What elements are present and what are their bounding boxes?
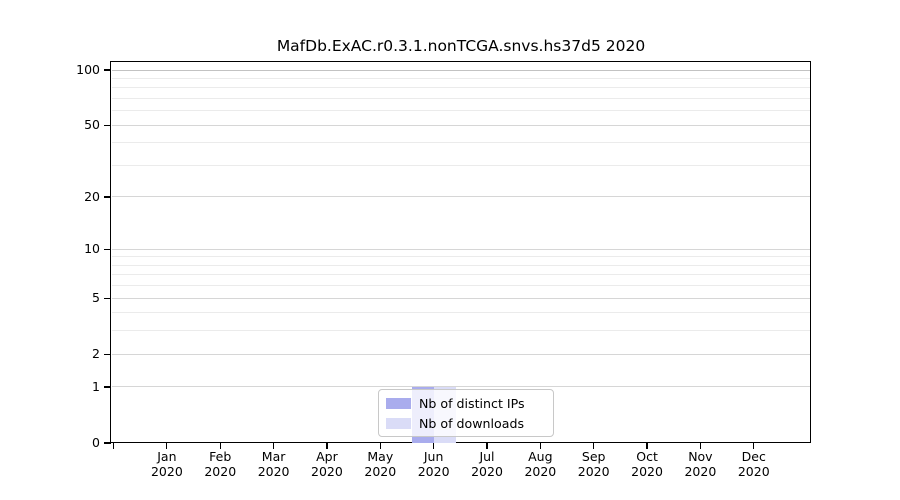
y-axis-tick [104, 248, 111, 250]
y-axis-tick [104, 442, 111, 444]
gridline-minor [111, 97, 810, 99]
gridline-minor [111, 110, 810, 112]
month-label: Jul [479, 449, 495, 464]
gridline-minor [111, 330, 810, 332]
year-label: 2020 [684, 464, 717, 479]
x-axis-tick [646, 443, 648, 449]
y-axis-label: 5 [92, 290, 100, 306]
gridline-minor [111, 87, 810, 89]
x-axis-tick [379, 443, 381, 449]
chart-title: MafDb.ExAC.r0.3.1.nonTCGA.snvs.hs37d5 20… [276, 37, 646, 55]
year-label: 2020 [471, 464, 503, 479]
x-axis-label-jun: Jun 2020 [394, 449, 474, 479]
x-axis-tick [219, 443, 221, 449]
x-axis-tick [699, 443, 701, 449]
year-label: 2020 [311, 464, 343, 479]
legend-label-downloads: Nb of downloads [419, 415, 525, 431]
gridline-minor [111, 264, 810, 266]
x-axis-tick [273, 443, 275, 449]
x-axis-tick [433, 443, 435, 449]
x-axis-label-nov: Nov 2020 [660, 449, 740, 479]
legend-item-distinct-ips: Nb of distinct IPs [386, 396, 545, 411]
year-label: 2020 [417, 464, 450, 479]
month-label: Mar [261, 449, 286, 464]
gridline-minor [111, 274, 810, 276]
y-axis-tick [104, 297, 111, 299]
x-axis-label-jul: Jul 2020 [447, 449, 527, 479]
gridline-minor [111, 285, 810, 287]
year-label: 2020 [204, 464, 237, 479]
x-axis-tick [486, 443, 488, 449]
month-label: May [367, 449, 394, 464]
gridline-major [111, 69, 810, 71]
x-axis-label-may: May 2020 [340, 449, 420, 479]
year-label: 2020 [631, 464, 663, 479]
x-axis-label-apr: Apr 2020 [287, 449, 367, 479]
gridline-minor [111, 142, 810, 144]
gridline-major [111, 386, 810, 388]
x-axis-label-feb: Feb 2020 [180, 449, 260, 479]
gridline-minor [111, 164, 810, 166]
x-axis-tick [326, 443, 328, 449]
gridline-minor [111, 77, 810, 79]
y-axis-tick [104, 386, 111, 388]
year-label: 2020 [257, 464, 290, 479]
gridline-major [111, 248, 810, 250]
x-axis-tick [593, 443, 595, 449]
y-axis-tick [104, 124, 111, 126]
year-label: 2020 [524, 464, 557, 479]
month-label: Sep [581, 449, 606, 464]
x-axis-label-sep: Sep 2020 [554, 449, 634, 479]
gridline-minor [111, 312, 810, 314]
month-label: Aug [528, 449, 553, 464]
gridline-minor [111, 256, 810, 258]
gridline-major [111, 124, 810, 126]
x-axis-label-aug: Aug 2020 [500, 449, 580, 479]
month-label: Nov [688, 449, 713, 464]
legend-item-downloads: Nb of downloads [386, 416, 545, 431]
x-axis-tick [539, 443, 541, 449]
month-label: Jun [423, 449, 444, 464]
x-axis-label-jan: Jan 2020 [127, 449, 207, 479]
year-label: 2020 [364, 464, 397, 479]
y-axis-label: 0 [92, 435, 100, 450]
y-axis-label: 10 [84, 241, 100, 257]
y-axis-label: 2 [92, 346, 100, 362]
month-label: Feb [209, 449, 232, 464]
x-axis-label-oct: Oct 2020 [607, 449, 687, 479]
y-axis-label: 1 [92, 378, 100, 394]
month-label: Dec [741, 449, 766, 464]
year-label: 2020 [737, 464, 770, 479]
legend: Nb of distinct IPs Nb of downloads [378, 389, 554, 437]
x-axis-tick [753, 443, 755, 449]
y-axis-label: 100 [76, 62, 100, 77]
gridline-major [111, 353, 810, 355]
x-axis-label-mar: Mar 2020 [234, 449, 314, 479]
month-label: Jan [157, 449, 177, 464]
y-axis-label: 50 [84, 117, 100, 133]
gridline-major [111, 196, 810, 198]
y-axis-tick [104, 69, 111, 71]
month-label: Oct [636, 449, 658, 464]
y-axis-label: 20 [84, 188, 100, 204]
year-label: 2020 [577, 464, 610, 479]
year-label: 2020 [150, 464, 183, 479]
x-axis-label-dec: Dec 2020 [714, 449, 794, 479]
plot-area-border [110, 61, 811, 443]
legend-swatch-downloads [386, 417, 411, 429]
x-axis-tick [112, 443, 115, 449]
y-axis-tick [104, 353, 111, 355]
y-axis-tick [104, 196, 111, 198]
legend-label-distinct-ips: Nb of distinct IPs [419, 395, 525, 411]
gridline-major [111, 297, 810, 299]
x-axis-tick [166, 443, 168, 449]
month-label: Apr [316, 449, 338, 464]
legend-swatch-distinct-ips [386, 397, 411, 409]
